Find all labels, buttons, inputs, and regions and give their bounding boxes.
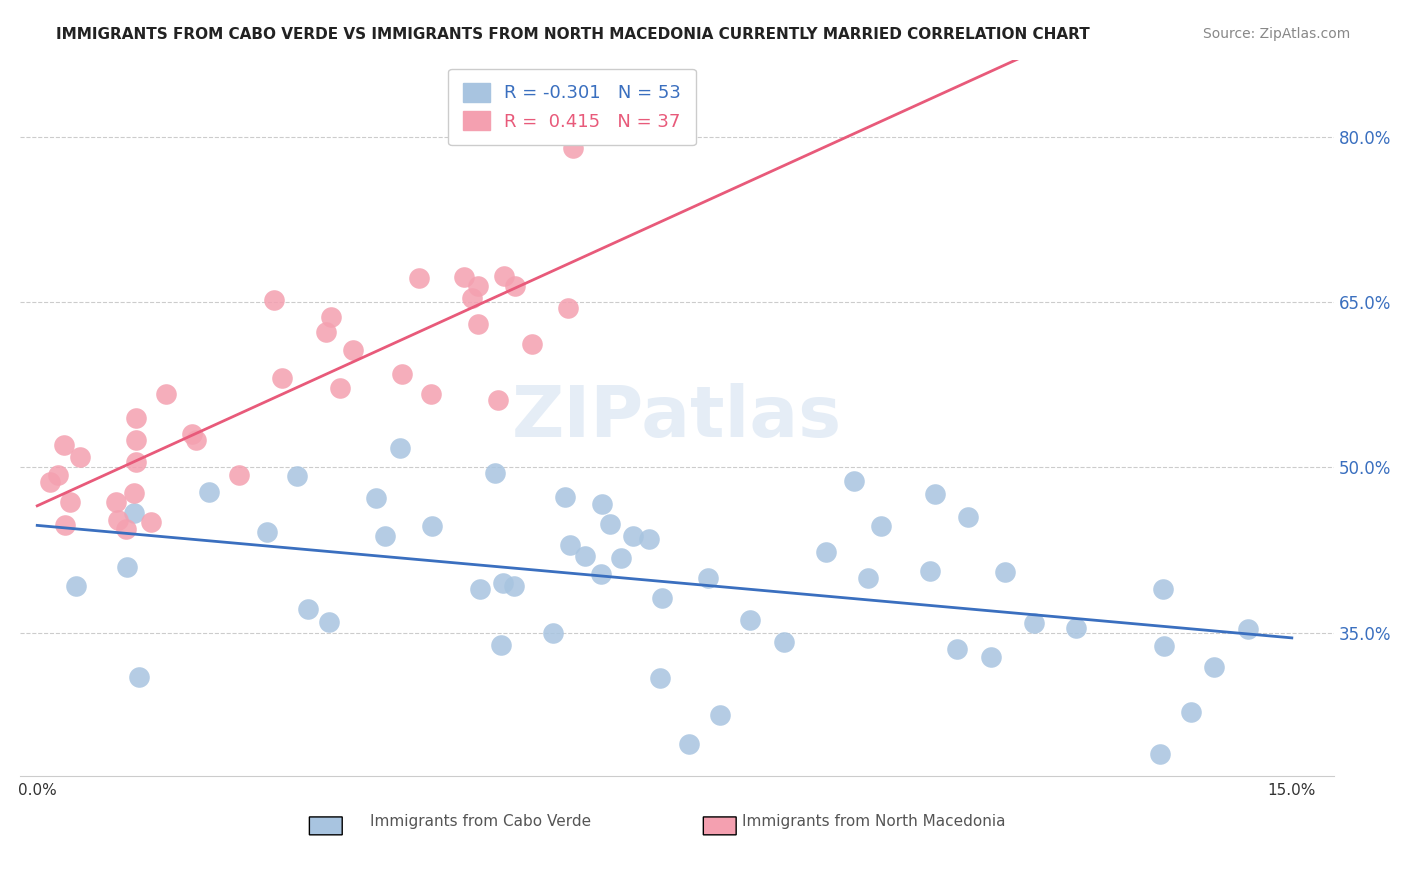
- Point: [650, 671, 672, 685]
- Point: [1064, 621, 1087, 635]
- Point: [271, 371, 294, 385]
- Point: [503, 279, 526, 293]
- Point: [467, 317, 489, 331]
- Point: [651, 591, 673, 606]
- Point: [39, 475, 62, 490]
- Legend: R = -0.301   N = 53, R =  0.415   N = 37: R = -0.301 N = 53, R = 0.415 N = 37: [449, 69, 696, 145]
- Point: [467, 278, 489, 293]
- Point: [696, 571, 718, 585]
- Point: [186, 433, 208, 447]
- Point: [946, 642, 969, 657]
- Point: [957, 509, 980, 524]
- Point: [408, 271, 430, 285]
- Point: [599, 516, 621, 531]
- Point: [486, 392, 509, 407]
- Point: [53, 517, 76, 532]
- Point: [561, 141, 583, 155]
- Point: [638, 533, 661, 547]
- Point: [543, 626, 565, 640]
- Point: [318, 615, 340, 630]
- Point: [374, 529, 396, 543]
- Point: [503, 579, 526, 593]
- Point: [128, 669, 150, 683]
- Point: [115, 560, 138, 574]
- Point: [125, 433, 148, 447]
- FancyBboxPatch shape: [309, 817, 342, 835]
- Text: ZIPatlas: ZIPatlas: [512, 384, 842, 452]
- Point: [980, 649, 1002, 664]
- Point: [842, 475, 865, 489]
- Point: [46, 467, 69, 482]
- Point: [1149, 747, 1171, 761]
- Point: [492, 576, 515, 591]
- Point: [918, 565, 941, 579]
- Point: [484, 466, 506, 480]
- Point: [65, 579, 87, 593]
- Point: [122, 506, 145, 520]
- Point: [814, 545, 837, 559]
- Point: [155, 387, 177, 401]
- Point: [228, 467, 250, 482]
- Text: IMMIGRANTS FROM CABO VERDE VS IMMIGRANTS FROM NORTH MACEDONIA CURRENTLY MARRIED : IMMIGRANTS FROM CABO VERDE VS IMMIGRANTS…: [56, 27, 1090, 42]
- Point: [107, 513, 129, 527]
- Point: [993, 565, 1015, 579]
- Text: Source: ZipAtlas.com: Source: ZipAtlas.com: [1202, 27, 1350, 41]
- Point: [125, 455, 148, 469]
- Point: [869, 519, 891, 533]
- Point: [58, 495, 80, 509]
- Point: [141, 515, 163, 529]
- Point: [574, 549, 596, 564]
- Text: Immigrants from Cabo Verde: Immigrants from Cabo Verde: [370, 814, 591, 830]
- Point: [69, 450, 91, 464]
- Point: [1153, 639, 1175, 653]
- Point: [924, 487, 946, 501]
- Point: [554, 490, 576, 504]
- Point: [1152, 582, 1174, 597]
- Point: [709, 708, 731, 723]
- Point: [256, 524, 278, 539]
- Point: [52, 438, 75, 452]
- Point: [388, 442, 411, 456]
- Point: [329, 381, 352, 395]
- Point: [468, 582, 491, 596]
- Point: [198, 484, 221, 499]
- Point: [558, 538, 581, 552]
- Point: [263, 293, 285, 308]
- Point: [319, 310, 342, 324]
- Point: [522, 336, 544, 351]
- Point: [391, 367, 413, 381]
- Point: [342, 343, 364, 357]
- Point: [297, 601, 319, 615]
- Point: [1202, 659, 1225, 673]
- Point: [420, 518, 443, 533]
- Text: Immigrants from North Macedonia: Immigrants from North Macedonia: [742, 814, 1005, 830]
- Point: [773, 635, 796, 649]
- FancyBboxPatch shape: [703, 817, 737, 835]
- Point: [124, 411, 146, 425]
- Point: [591, 566, 613, 581]
- Point: [494, 269, 516, 284]
- Point: [621, 529, 644, 543]
- Point: [856, 571, 879, 585]
- Point: [122, 486, 145, 500]
- Point: [419, 387, 441, 401]
- Point: [1237, 622, 1260, 636]
- Point: [453, 269, 475, 284]
- Point: [181, 426, 204, 441]
- Point: [114, 522, 136, 536]
- Point: [489, 638, 512, 652]
- Point: [315, 325, 337, 339]
- Point: [287, 468, 309, 483]
- Point: [738, 613, 761, 627]
- Point: [105, 495, 128, 509]
- Point: [678, 737, 700, 751]
- Point: [461, 292, 484, 306]
- Point: [557, 301, 579, 315]
- Point: [364, 491, 387, 506]
- Point: [609, 550, 631, 565]
- Point: [1022, 615, 1045, 630]
- Point: [591, 497, 613, 511]
- Point: [1180, 705, 1202, 719]
